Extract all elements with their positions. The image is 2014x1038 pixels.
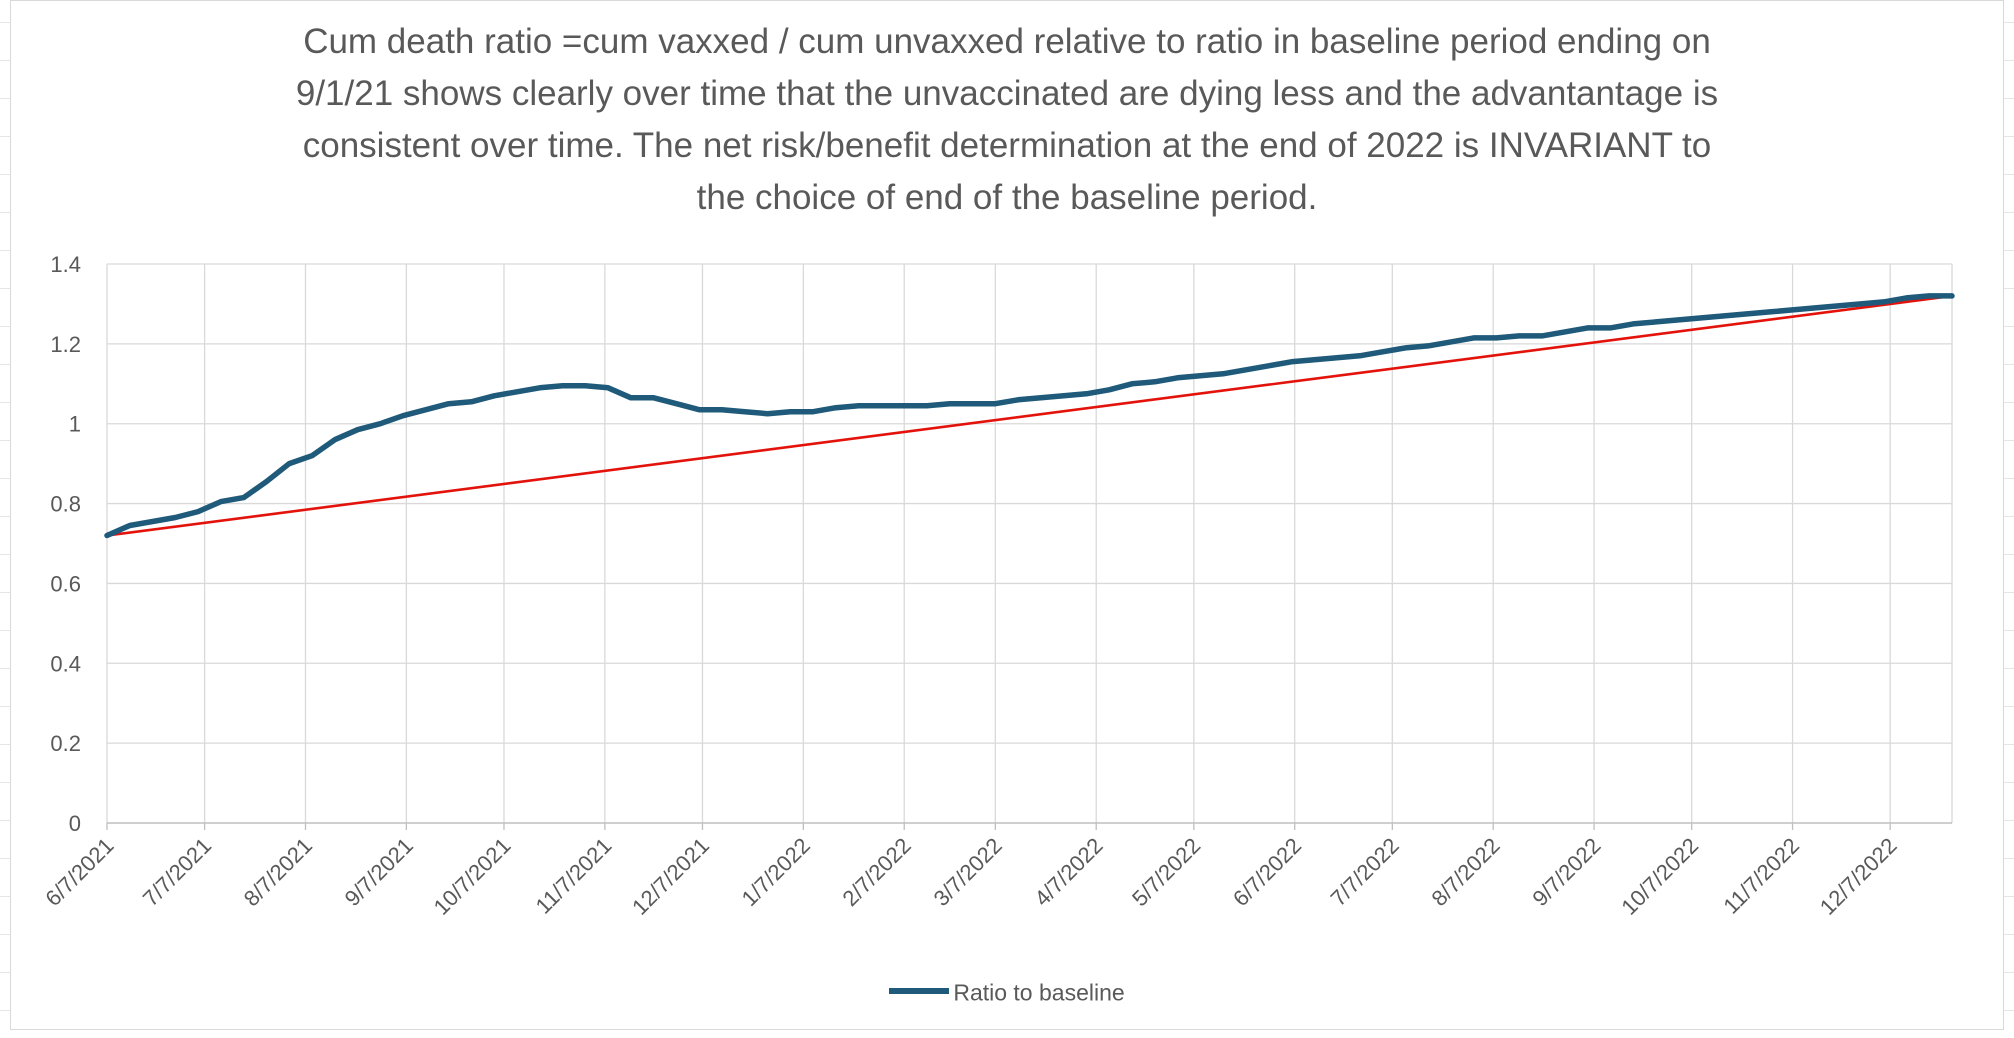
x-tick-label: 5/7/2022 — [1127, 833, 1205, 911]
chart-area[interactable] — [10, 0, 2004, 1030]
legend-label: Ratio to baseline — [953, 979, 1125, 1006]
x-axis-tick-labels: 6/7/2021 7/7/2021 8/7/2021 9/7/2021 10/7/202… — [40, 833, 1901, 920]
y-tick-label: 0 — [69, 811, 81, 836]
y-tick-label: 1.4 — [50, 252, 81, 277]
x-axis — [106, 822, 1952, 830]
x-tick-label: 7/7/2022 — [1326, 833, 1404, 911]
y-axis-tick-labels: 0 0.2 0.4 0.6 0.8 1 1.2 1.4 — [50, 252, 81, 836]
x-tick-label: 9/7/2022 — [1527, 833, 1605, 911]
x-tick-label: 11/7/2021 — [531, 833, 617, 919]
y-tick-label: 1.2 — [50, 332, 81, 357]
x-tick-label: 9/7/2021 — [340, 833, 418, 911]
chart-title-line: Cum death ratio =cum vaxxed / cum unvaxx… — [303, 22, 1711, 61]
y-tick-label: 0.4 — [50, 651, 81, 676]
x-tick-label: 4/7/2022 — [1030, 833, 1108, 911]
series-line-ratio-to-baseline — [104, 293, 1955, 539]
x-tick-label: 3/7/2022 — [929, 833, 1007, 911]
x-tick-label: 6/7/2022 — [1228, 833, 1306, 911]
x-tick-label: 10/7/2021 — [429, 833, 516, 920]
x-tick-label: 2/7/2022 — [838, 833, 916, 911]
y-tick-label: 1 — [69, 412, 81, 437]
trendline — [106, 294, 1953, 537]
x-tick-label: 7/7/2021 — [138, 833, 216, 911]
y-tick-label: 0.8 — [50, 492, 81, 517]
gridlines — [106, 263, 1953, 823]
chart-title-line: consistent over time. The net risk/benef… — [302, 126, 1712, 165]
chart-title: Cum death ratio =cum vaxxed / cum unvaxx… — [200, 16, 1814, 224]
x-tick-label: 10/7/2022 — [1616, 833, 1703, 920]
x-tick-label: 12/7/2021 — [627, 833, 714, 920]
series-layer — [104, 293, 1955, 539]
y-tick-label: 0.6 — [50, 571, 81, 596]
x-tick-label: 8/7/2022 — [1426, 833, 1504, 911]
legend[interactable]: Ratio to baseline — [0, 978, 2014, 1006]
y-tick-label: 0.2 — [50, 731, 81, 756]
chart-title-line: 9/1/21 shows clearly over time that the … — [295, 74, 1719, 113]
x-tick-label: 12/7/2022 — [1815, 833, 1902, 920]
legend-swatch-ratio-to-baseline — [889, 987, 950, 994]
x-tick-label: 8/7/2021 — [239, 833, 317, 911]
x-tick-label: 6/7/2021 — [40, 833, 118, 911]
x-tick-label: 1/7/2022 — [737, 833, 815, 911]
trendline-layer — [106, 294, 1953, 537]
chart-title-line: the choice of end of the baseline period… — [696, 178, 1318, 217]
x-tick-label: 11/7/2022 — [1718, 833, 1804, 919]
